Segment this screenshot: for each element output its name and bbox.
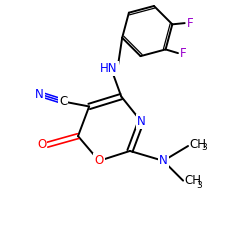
Text: 3: 3 (201, 144, 207, 152)
Text: N: N (137, 115, 145, 128)
Text: CH: CH (184, 174, 201, 187)
Text: O: O (37, 138, 46, 151)
Text: HN: HN (100, 62, 118, 75)
Text: N: N (159, 154, 168, 167)
Text: CH: CH (189, 138, 206, 150)
Text: F: F (180, 46, 187, 60)
Text: O: O (94, 154, 104, 167)
Text: F: F (187, 16, 194, 30)
Text: N: N (35, 88, 44, 101)
Text: 3: 3 (196, 180, 202, 190)
Text: C: C (59, 95, 67, 108)
